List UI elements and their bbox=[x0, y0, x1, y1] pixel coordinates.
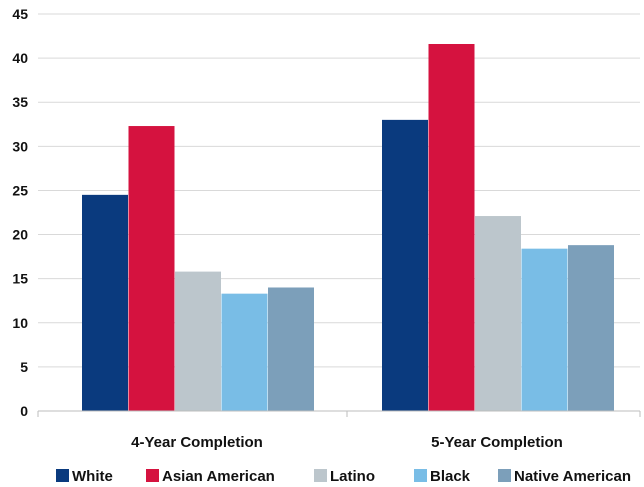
y-tick-label: 0 bbox=[20, 403, 28, 419]
bar bbox=[568, 245, 614, 411]
legend-item: White bbox=[56, 468, 113, 485]
y-tick-label: 10 bbox=[12, 315, 28, 331]
legend: White Asian American Latino Black Native Ame… bbox=[56, 468, 631, 485]
legend-label: White bbox=[72, 468, 113, 485]
bar bbox=[521, 248, 568, 411]
legend-item: Latino bbox=[314, 468, 375, 485]
bar bbox=[268, 287, 314, 411]
bar bbox=[382, 119, 428, 411]
y-tick-label: 20 bbox=[12, 227, 28, 243]
y-tick-label: 25 bbox=[12, 182, 28, 198]
y-tick-label: 40 bbox=[12, 50, 28, 66]
bar bbox=[128, 126, 175, 411]
y-tick-label: 35 bbox=[12, 94, 28, 110]
bar bbox=[475, 216, 521, 411]
legend-item: Native American bbox=[498, 468, 631, 485]
legend-label: Asian American bbox=[162, 468, 275, 485]
legend-swatch bbox=[146, 469, 159, 482]
legend-label: Latino bbox=[330, 468, 375, 485]
legend-swatch bbox=[56, 469, 69, 482]
y-tick-label: 5 bbox=[20, 359, 28, 375]
y-tick-label: 15 bbox=[12, 271, 28, 287]
legend-label: Native American bbox=[514, 468, 631, 485]
legend-swatch bbox=[414, 469, 427, 482]
bar bbox=[175, 271, 221, 411]
bars bbox=[82, 43, 614, 412]
legend-swatch bbox=[314, 469, 327, 482]
legend-item: Asian American bbox=[146, 468, 275, 485]
legend-item: Black bbox=[414, 468, 471, 485]
bar bbox=[82, 194, 128, 411]
bar bbox=[428, 43, 475, 412]
legend-label: Black bbox=[430, 468, 471, 485]
x-category-label: 5-Year Completion bbox=[431, 434, 563, 451]
y-tick-label: 30 bbox=[12, 138, 28, 154]
bar bbox=[221, 293, 268, 411]
x-category-label: 4-Year Completion bbox=[131, 434, 263, 451]
y-tick-label: 45 bbox=[12, 6, 28, 22]
y-axis-ticks: 0 5 10 15 20 25 30 35 40 45 bbox=[12, 6, 28, 419]
x-axis-categories: 4-Year Completion 5-Year Completion bbox=[37, 411, 641, 451]
legend-swatch bbox=[498, 469, 511, 482]
